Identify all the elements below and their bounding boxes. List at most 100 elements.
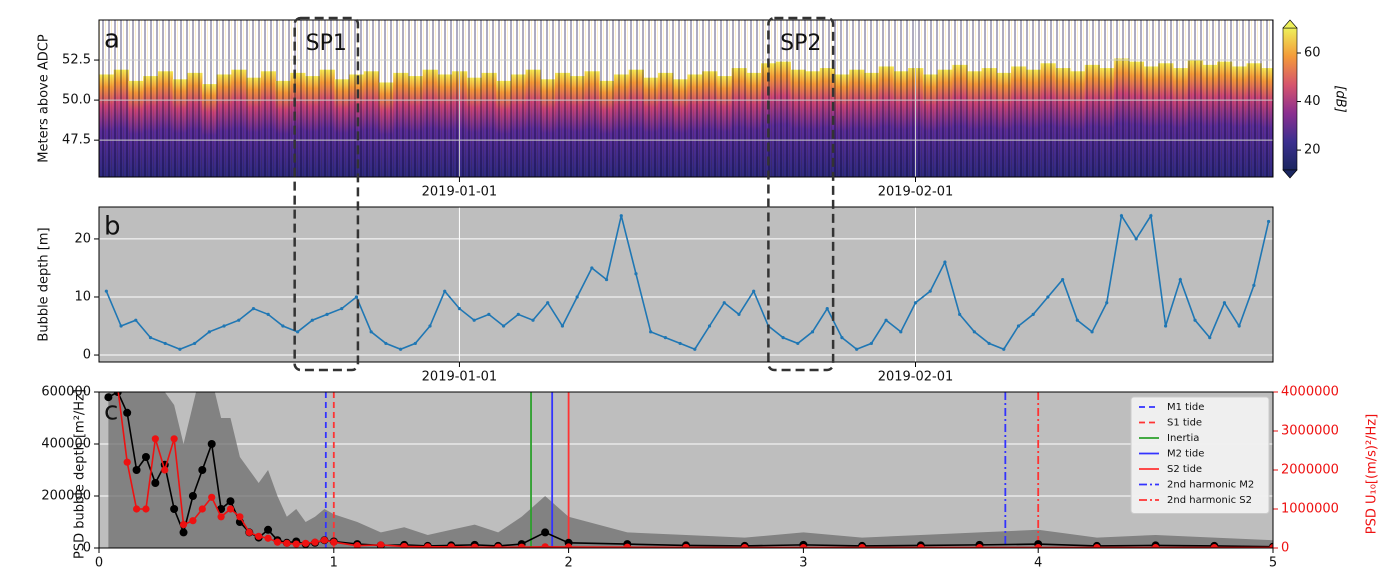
y2-tick-label: 3000000: [1281, 424, 1339, 439]
x-tick-label: 2: [564, 556, 572, 571]
y-axis-label: PSD bubble depth [m²/Hz]: [73, 389, 88, 559]
data-point: [226, 505, 235, 513]
data-point: [123, 458, 131, 466]
data-point: [142, 505, 150, 513]
data-point: [179, 528, 188, 537]
data-point: [104, 393, 113, 402]
data-point: [457, 306, 462, 311]
data-point: [531, 318, 535, 322]
colorbar-label: [dB]: [1333, 85, 1348, 112]
data-point: [799, 544, 807, 548]
data-point: [266, 312, 270, 316]
data-point: [796, 341, 800, 346]
data-point: [148, 336, 153, 340]
y2-tick-label: 1000000: [1281, 502, 1339, 517]
legend-label: S1 tide: [1167, 418, 1202, 429]
highlight-box: [293, 16, 360, 372]
data-point: [1210, 544, 1218, 548]
data-point: [663, 336, 668, 340]
data-point: [541, 543, 549, 548]
y-axis-label: Bubble depth [m]: [37, 227, 52, 341]
data-point: [384, 341, 388, 346]
data-point: [737, 312, 741, 316]
data-point: [105, 381, 112, 388]
y-tick-label: 200000: [41, 489, 91, 504]
data-point: [170, 435, 178, 443]
data-point: [1016, 324, 1021, 328]
data-point: [565, 543, 573, 548]
x-tick-label: 2019-01-01: [422, 370, 498, 385]
y-tick-label: 10: [74, 289, 91, 304]
data-point: [443, 289, 447, 293]
y2-tick-label: 4000000: [1281, 385, 1339, 400]
plot-background: [99, 207, 1273, 362]
data-point: [424, 543, 432, 548]
legend-label: M1 tide: [1167, 402, 1204, 413]
plot-frame: [98, 19, 1274, 178]
plot-area: [99, 381, 1273, 548]
data-point: [178, 347, 182, 351]
data-point: [590, 266, 594, 270]
data-point: [494, 543, 502, 548]
y2-axis-label: PSD U₁₀[(m/s)²/Hz]: [1365, 414, 1380, 534]
data-point: [693, 347, 697, 351]
data-point: [170, 505, 179, 513]
annotation: SP2: [780, 31, 821, 56]
data-point: [928, 289, 932, 293]
data-point: [264, 525, 273, 534]
colorbar-tick-label: 60: [1304, 46, 1321, 61]
data-point: [678, 341, 682, 346]
x-tick-label: 3: [799, 556, 807, 571]
data-point: [1119, 214, 1124, 218]
data-point: [369, 330, 373, 334]
data-point: [141, 453, 150, 461]
data-point: [400, 542, 408, 548]
y-tick-label: 0: [83, 541, 91, 556]
x-tick-label: 2019-02-01: [878, 370, 954, 385]
data-point: [917, 544, 925, 548]
legend-label: Inertia: [1167, 433, 1199, 444]
data-point: [858, 544, 866, 548]
panel-label: b: [104, 212, 121, 242]
data-point: [302, 539, 310, 547]
data-point: [546, 301, 550, 305]
data-point: [1266, 219, 1271, 224]
data-point: [428, 324, 432, 328]
legend-label: M2 tide: [1167, 449, 1204, 460]
data-point: [1178, 277, 1182, 282]
data-point: [198, 466, 207, 474]
colorbar-extend: [1282, 169, 1298, 179]
data-point: [189, 517, 197, 525]
data-point: [869, 341, 873, 346]
data-point: [1105, 301, 1109, 305]
data-point: [353, 542, 361, 548]
data-point: [134, 318, 138, 322]
data-point: [975, 544, 984, 548]
data-point: [810, 330, 815, 334]
plot-frame: [98, 206, 1274, 363]
data-point: [1149, 214, 1153, 218]
data-point: [198, 505, 206, 513]
legend-label: 2nd harmonic S2: [1167, 495, 1252, 506]
data-point: [707, 324, 712, 328]
y-tick-label: 0: [83, 348, 91, 363]
data-point: [1222, 301, 1227, 305]
data-point: [1093, 544, 1101, 548]
data-point: [472, 318, 476, 322]
plot-frame: [98, 391, 1274, 549]
data-point: [682, 543, 690, 548]
data-point: [943, 260, 947, 264]
data-point: [222, 324, 226, 328]
x-tick-label: 0: [95, 556, 103, 571]
data-point: [649, 330, 653, 334]
data-point: [752, 289, 756, 293]
y-tick-label: 50.0: [62, 93, 91, 108]
data-point: [255, 532, 263, 540]
data-point: [1046, 295, 1050, 299]
data-point: [236, 513, 244, 521]
data-point: [251, 306, 256, 311]
series-line: [105, 213, 1270, 351]
data-point: [151, 435, 159, 443]
y-tick-label: 400000: [41, 437, 91, 452]
data-point: [619, 214, 623, 218]
